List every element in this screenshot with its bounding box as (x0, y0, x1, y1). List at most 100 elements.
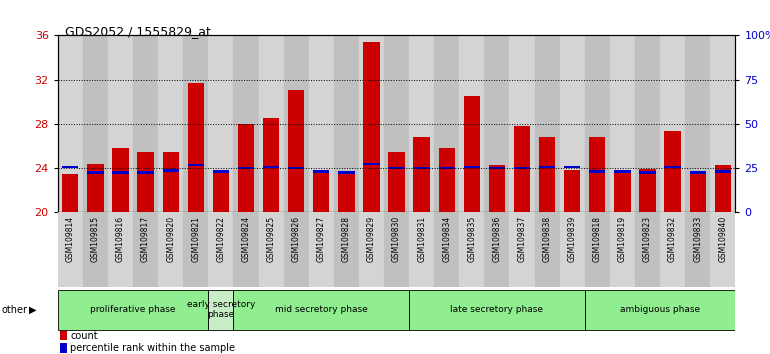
Bar (409, 212, 434, 287)
Bar (133, 35, 158, 212)
Bar (635, 35, 660, 212)
Bar (690, 171, 706, 174)
Bar (614, 170, 631, 173)
Bar (534, 35, 560, 212)
Bar (484, 212, 510, 287)
Bar (514, 126, 531, 212)
Bar (660, 35, 685, 212)
Bar (233, 35, 259, 212)
Bar (384, 35, 409, 212)
Text: GSM109815: GSM109815 (91, 216, 100, 262)
Bar (62, 166, 79, 168)
Bar (539, 137, 555, 212)
Text: mid secretory phase: mid secretory phase (275, 305, 367, 314)
Bar (188, 164, 204, 166)
Bar (313, 172, 330, 212)
Text: GSM109821: GSM109821 (191, 216, 200, 262)
Bar (283, 35, 309, 212)
Bar (489, 167, 505, 169)
Bar (564, 170, 581, 212)
Bar (685, 212, 710, 287)
Bar (464, 166, 480, 168)
Bar (560, 35, 584, 212)
Bar (133, 212, 158, 287)
Text: GSM109822: GSM109822 (216, 216, 226, 262)
Bar (213, 170, 229, 173)
Bar (514, 167, 531, 169)
Bar (58, 212, 83, 287)
Text: percentile rank within the sample: percentile rank within the sample (71, 343, 236, 353)
Bar (639, 171, 656, 174)
Text: GSM109827: GSM109827 (316, 216, 326, 262)
Bar (309, 35, 334, 212)
Bar (639, 169, 656, 212)
Bar (710, 212, 735, 287)
Bar (413, 137, 430, 212)
Bar (108, 35, 133, 212)
Bar (510, 35, 534, 212)
Text: count: count (71, 331, 98, 341)
FancyBboxPatch shape (209, 290, 233, 331)
Text: GSM109836: GSM109836 (493, 216, 501, 262)
Text: GSM109837: GSM109837 (517, 216, 527, 262)
Bar (259, 212, 283, 287)
Bar (87, 171, 103, 174)
Bar (584, 212, 610, 287)
Bar (334, 212, 359, 287)
Text: GSM109826: GSM109826 (292, 216, 300, 262)
Bar (58, 35, 83, 212)
Bar (439, 148, 455, 212)
Text: ▶: ▶ (29, 305, 37, 315)
Bar (137, 171, 154, 174)
Bar (484, 35, 510, 212)
Bar (263, 118, 280, 212)
Bar (338, 171, 354, 212)
Bar (112, 171, 129, 174)
Text: GSM109823: GSM109823 (643, 216, 652, 262)
FancyBboxPatch shape (58, 290, 209, 331)
Bar (162, 169, 179, 172)
Text: GSM109830: GSM109830 (392, 216, 401, 262)
Bar (388, 152, 405, 212)
Bar (564, 166, 581, 168)
Bar (359, 35, 384, 212)
Bar (233, 212, 259, 287)
Bar (534, 212, 560, 287)
Text: ambiguous phase: ambiguous phase (620, 305, 700, 314)
Text: GSM109825: GSM109825 (266, 216, 276, 262)
Bar (83, 212, 108, 287)
Bar (108, 212, 133, 287)
Bar (434, 35, 459, 212)
Bar (589, 137, 605, 212)
Text: GSM109833: GSM109833 (693, 216, 702, 262)
Bar (665, 131, 681, 212)
Bar (188, 83, 204, 212)
Bar (510, 212, 534, 287)
Bar (259, 35, 283, 212)
Bar (60, 343, 66, 353)
Bar (313, 170, 330, 173)
Bar (660, 212, 685, 287)
Bar (388, 167, 405, 169)
Text: GSM109820: GSM109820 (166, 216, 176, 262)
Bar (183, 212, 209, 287)
Bar (715, 170, 731, 173)
Bar (610, 212, 635, 287)
Bar (584, 35, 610, 212)
Text: GSM109828: GSM109828 (342, 216, 351, 262)
Bar (338, 171, 354, 174)
Text: GSM109834: GSM109834 (442, 216, 451, 262)
Bar (464, 96, 480, 212)
Bar (363, 42, 380, 212)
Bar (489, 165, 505, 212)
Bar (209, 35, 233, 212)
Bar (238, 167, 254, 169)
Bar (183, 35, 209, 212)
Text: GSM109840: GSM109840 (718, 216, 728, 262)
Bar (560, 212, 584, 287)
Bar (137, 152, 154, 212)
Bar (112, 148, 129, 212)
Text: GSM109835: GSM109835 (467, 216, 477, 262)
Bar (288, 90, 304, 212)
Bar (539, 166, 555, 168)
